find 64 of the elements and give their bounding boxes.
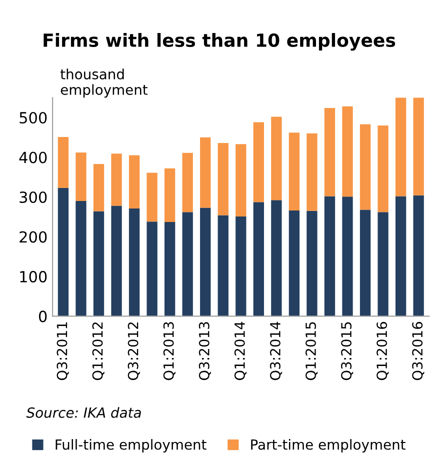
bar <box>76 152 86 201</box>
bar <box>306 133 318 211</box>
bar <box>342 196 353 316</box>
bar <box>93 211 104 316</box>
bar <box>236 216 246 316</box>
bar <box>395 196 406 316</box>
bar <box>271 200 282 316</box>
x-tick-label: Q1:2014 <box>234 322 247 380</box>
bar <box>93 164 104 212</box>
x-tick-label: Q3:2011 <box>56 322 69 380</box>
bar <box>182 212 193 316</box>
bar <box>146 222 158 316</box>
y-tick-label: 100 <box>20 270 47 282</box>
legend-label: Full-time employment <box>56 439 206 452</box>
x-tick-label: Q3:2014 <box>270 322 282 380</box>
y-tick-label: 200 <box>20 231 47 243</box>
bar <box>378 125 388 212</box>
x-tick-label: Q3:2016 <box>412 322 424 380</box>
bar <box>413 195 424 316</box>
bar <box>253 202 264 316</box>
y-tick-label: 300 <box>20 191 47 204</box>
bar <box>306 210 318 316</box>
x-tick-label: Q1:2012 <box>92 322 104 380</box>
bar <box>111 154 122 206</box>
bar <box>395 98 406 196</box>
x-tick-label: Q1:2013 <box>163 322 176 380</box>
bar <box>378 212 388 316</box>
bar <box>218 142 228 216</box>
bar <box>236 144 246 216</box>
x-tick-label: Q1:2015 <box>305 322 318 380</box>
y-tick-label: 500 <box>20 112 47 124</box>
bar <box>58 136 69 188</box>
bar <box>146 172 158 222</box>
bar <box>253 122 264 202</box>
bar <box>413 98 424 196</box>
bar <box>164 168 176 222</box>
bar <box>288 210 300 316</box>
legend-label: Part-time employment <box>251 439 406 452</box>
bar <box>182 152 193 212</box>
bar <box>360 210 371 316</box>
bar <box>76 200 86 316</box>
bar <box>271 116 282 200</box>
bar <box>111 206 122 316</box>
x-tick-label: Q3:2013 <box>198 322 211 380</box>
bar <box>324 196 336 316</box>
bar <box>288 132 300 210</box>
x-tick-label: Q3:2012 <box>128 322 140 380</box>
bar <box>360 124 371 210</box>
bar <box>58 188 69 316</box>
x-tick-label: Q3:2015 <box>341 322 354 380</box>
y-axis-title: thousand employment <box>60 68 148 98</box>
bar <box>128 208 140 316</box>
y-tick-label: 400 <box>19 152 47 164</box>
bar <box>200 137 211 208</box>
bar <box>164 222 176 316</box>
source-note: Source: IKA data <box>26 407 141 418</box>
bar <box>128 155 140 209</box>
bar <box>324 108 336 196</box>
x-tick-label: Q1:2016 <box>376 322 389 380</box>
y-tick-label: 0 <box>38 310 47 322</box>
bar <box>342 106 353 197</box>
bar <box>218 215 228 316</box>
bar <box>200 208 211 316</box>
chart-title: Firms with less than 10 employees <box>44 33 396 51</box>
